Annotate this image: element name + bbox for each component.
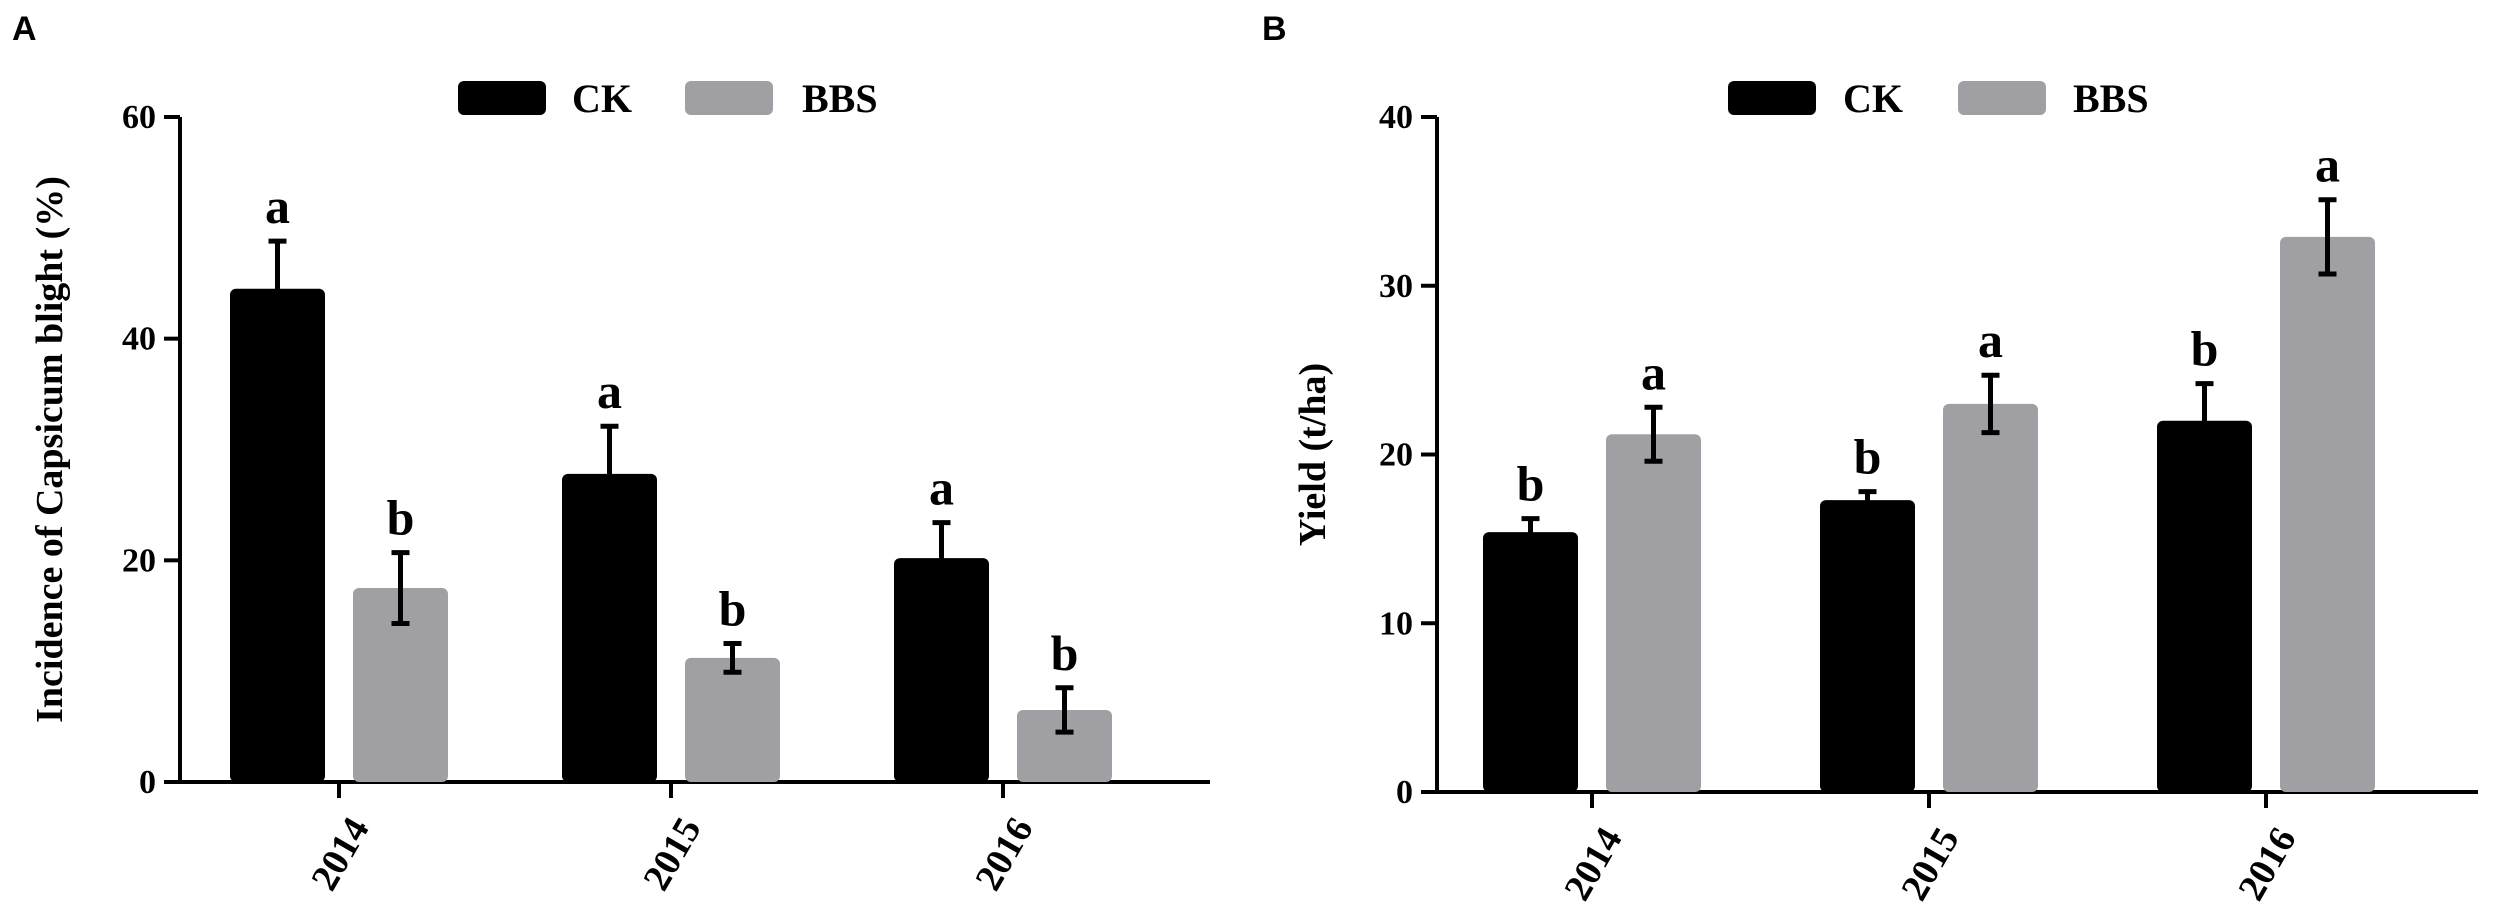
bar-ck-2015 xyxy=(1820,500,1915,792)
bar-bbs-2015 xyxy=(1943,403,2038,792)
sig-label-bbs-2014: a xyxy=(1641,344,1666,400)
panel-letter-a: A xyxy=(12,10,37,48)
bar-bbs-2016 xyxy=(2280,236,2375,792)
x-tick-label-2016: 2016 xyxy=(2230,821,2304,904)
sig-label-bbs-2016: a xyxy=(2315,137,2340,193)
sig-label-ck-2015: a xyxy=(597,363,622,419)
error-bar-ck-2015 xyxy=(1858,489,1877,511)
bar-ck-2014 xyxy=(230,288,325,782)
sig-label-ck-2015: b xyxy=(1854,429,1882,485)
y-tick-label: 30 xyxy=(1379,268,1413,305)
panel-b: B 0 10 20 30 40 Yield (t/ha) b a 2014 b a 2015 b a 2016… xyxy=(1262,10,2478,904)
legend-label-bbs: BBS xyxy=(2073,76,2149,121)
legend-swatch-ck xyxy=(458,81,546,115)
y-tick-label: 0 xyxy=(1396,774,1413,811)
error-bar-ck-2016 xyxy=(932,520,951,597)
bar-bbs-2014 xyxy=(1606,434,1701,792)
panel-a: A 0 20 40 60 Incidence of Capsicum blight (%)… xyxy=(12,10,1210,898)
bar-bbs-2014 xyxy=(353,588,448,782)
error-bar-bbs-2014 xyxy=(391,550,410,627)
bar-ck-2015 xyxy=(562,473,657,782)
sig-label-bbs-2015: a xyxy=(1978,312,2003,368)
sig-label-ck-2014: b xyxy=(1517,456,1545,512)
x-tick-label-2016: 2016 xyxy=(967,811,1041,898)
y-tick-label: 40 xyxy=(1379,99,1413,136)
error-bar-bbs-2015 xyxy=(1981,372,2000,436)
sig-label-bbs-2015: b xyxy=(719,580,747,636)
error-bar-bbs-2014 xyxy=(1644,404,1663,464)
legend-label-ck: CK xyxy=(1843,76,1903,121)
legend-swatch-bbs xyxy=(1958,81,2046,115)
y-tick-label: 10 xyxy=(1379,605,1413,642)
error-bar-ck-2015 xyxy=(600,423,619,525)
y-axis-title: Incidence of Capsicum blight (%) xyxy=(29,176,71,723)
y-tick-label: 20 xyxy=(122,542,156,579)
bar-ck-2014 xyxy=(1483,532,1578,792)
legend-swatch-ck xyxy=(1728,81,1816,115)
x-tick-label-2015: 2015 xyxy=(635,811,709,898)
sig-label-bbs-2014: b xyxy=(387,490,415,546)
error-bar-bbs-2015 xyxy=(723,640,742,675)
y-tick-label: 0 xyxy=(139,764,156,801)
bar-ck-2016 xyxy=(894,558,989,782)
sig-label-ck-2016: b xyxy=(2191,321,2219,377)
sig-label-ck-2014: a xyxy=(265,178,290,234)
error-bar-bbs-2016 xyxy=(1055,685,1074,735)
sig-label-ck-2016: a xyxy=(929,460,954,516)
x-tick-label-2014: 2014 xyxy=(303,811,377,898)
bar-ck-2016 xyxy=(2157,420,2252,792)
bar-bbs-2016 xyxy=(1017,709,1112,782)
legend-label-ck: CK xyxy=(572,76,632,121)
sig-label-bbs-2016: b xyxy=(1051,625,1079,681)
x-tick-label-2015: 2015 xyxy=(1893,821,1967,904)
legend-swatch-bbs xyxy=(685,81,773,115)
panel-letter-b: B xyxy=(1262,10,1287,48)
y-tick-label: 20 xyxy=(1379,437,1413,474)
error-bar-ck-2016 xyxy=(2195,381,2214,461)
error-bar-bbs-2016 xyxy=(2318,197,2337,277)
legend-label-bbs: BBS xyxy=(802,76,878,121)
error-bar-ck-2014 xyxy=(268,238,287,339)
bar-bbs-2015 xyxy=(685,657,780,782)
y-tick-label: 40 xyxy=(122,321,156,358)
y-axis-title: Yield (t/ha) xyxy=(1292,363,1334,546)
error-bar-ck-2014 xyxy=(1521,516,1540,549)
x-tick-label-2014: 2014 xyxy=(1556,821,1630,904)
y-tick-label: 60 xyxy=(122,99,156,136)
